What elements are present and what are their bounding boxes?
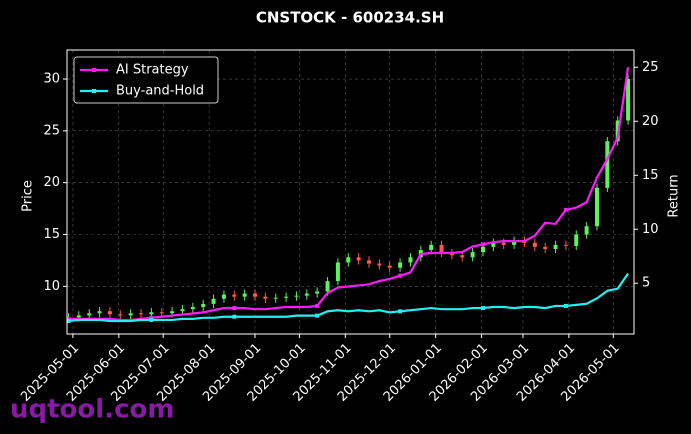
legend-label: AI Strategy (116, 63, 189, 78)
candle-body (76, 315, 81, 318)
candle-body (335, 262, 340, 282)
series-marker (149, 317, 154, 322)
candle-body (221, 294, 226, 299)
candle-body (512, 240, 517, 245)
y2-tick-label: 25 (642, 60, 659, 75)
candle-body (128, 313, 133, 316)
candle-body (87, 313, 92, 316)
y-tick-label: 30 (43, 72, 60, 87)
candle-body (501, 242, 506, 245)
candle-body (273, 297, 278, 299)
candle-body (563, 244, 568, 246)
candle-body (584, 226, 589, 235)
candle-body (201, 303, 206, 308)
candle-body (605, 141, 610, 188)
candle-body (139, 313, 144, 315)
series-line (68, 272, 629, 323)
series-marker (398, 273, 403, 278)
legend-box (73, 56, 219, 104)
y2-tick-label: 10 (642, 222, 659, 237)
candle-body (408, 257, 413, 263)
candle-body (159, 312, 164, 314)
series-marker (480, 242, 485, 247)
series-marker (480, 306, 485, 311)
series-marker (149, 315, 154, 320)
candle-body (253, 293, 258, 297)
candle-body (387, 265, 392, 268)
plot-frame (66, 49, 635, 335)
candle-body (107, 311, 112, 315)
candle-body (460, 255, 465, 258)
candle-body (543, 246, 548, 250)
legend-marker (92, 68, 96, 72)
y-tick-label: 15 (43, 227, 60, 242)
y-axis-label: Price (21, 180, 36, 212)
candle-body (449, 253, 454, 256)
candle-body (356, 257, 361, 261)
candle-body (429, 244, 434, 251)
candle-body (304, 293, 309, 296)
candle-body (294, 295, 299, 297)
series-marker (232, 306, 237, 311)
candle-body (284, 296, 289, 298)
series-marker (315, 313, 320, 318)
candle-body (367, 260, 372, 264)
chart-title: CNSTOCK - 600234.SH (256, 9, 444, 27)
series-marker (398, 309, 403, 314)
y-tick-label: 10 (43, 279, 60, 294)
candle-body (553, 244, 558, 250)
candle-body (398, 262, 403, 268)
y-tick-label: 20 (43, 175, 60, 190)
y2-axis-label: Return (667, 174, 682, 217)
series-marker (66, 316, 71, 321)
series-line (68, 67, 630, 322)
candle-body (626, 79, 631, 121)
candle-body (346, 257, 351, 263)
legend-marker (92, 89, 96, 93)
candle-body (180, 309, 185, 312)
y2-tick-label: 20 (642, 114, 659, 129)
candle-body (315, 291, 320, 294)
legend-label: Buy-and-Hold (116, 84, 204, 99)
candle-body (439, 244, 444, 254)
candle-body (190, 307, 195, 310)
candle-body (594, 187, 599, 227)
y2-tick-label: 5 (642, 276, 650, 291)
candle-body (263, 296, 268, 299)
candle-body (170, 311, 175, 314)
candle-body (532, 242, 537, 247)
y-tick-label: 25 (43, 123, 60, 138)
candle-body (149, 312, 154, 315)
watermark: uqtool.com (10, 395, 174, 425)
series-marker (563, 207, 568, 212)
candle-body (325, 281, 330, 292)
candle-body (97, 311, 102, 314)
y2-tick-label: 15 (642, 168, 659, 183)
series-marker (563, 303, 568, 308)
candle-body (491, 242, 496, 247)
candle-body (211, 298, 216, 304)
candle-body (377, 263, 382, 266)
series-marker (66, 319, 71, 324)
candle-body (232, 294, 237, 297)
candle-body (242, 293, 247, 297)
candle-body (118, 314, 123, 316)
series-marker (315, 303, 320, 308)
candle-body (480, 246, 485, 253)
series-marker (232, 314, 237, 319)
candle-body (470, 252, 475, 258)
candle-body (574, 234, 579, 246)
